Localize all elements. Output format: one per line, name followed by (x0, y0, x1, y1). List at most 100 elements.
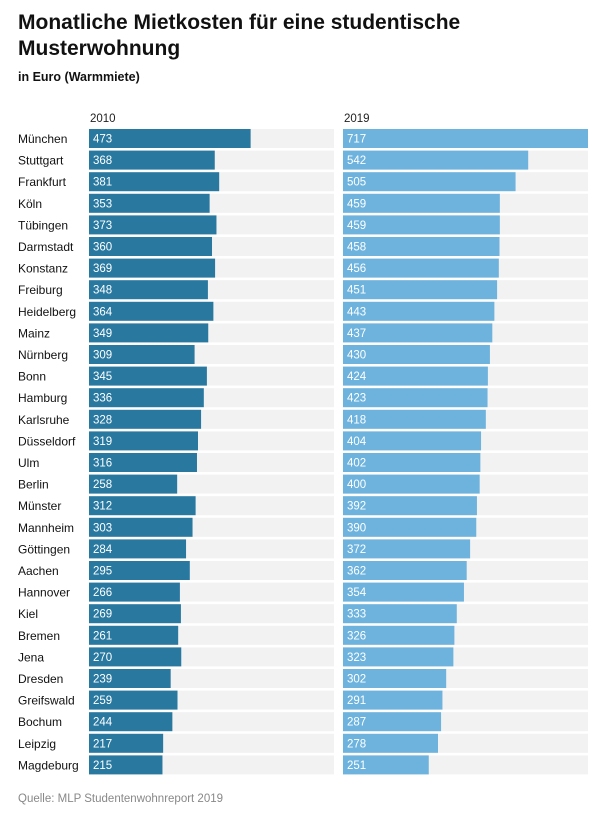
data-label-2019: 505 (347, 177, 366, 189)
category-label: Ulm (18, 456, 39, 470)
bar-2010 (89, 712, 173, 732)
chart-subtitle: in Euro (Warmmiete) (18, 70, 140, 84)
data-label-2010: 295 (93, 566, 112, 578)
bar-2019 (343, 280, 498, 300)
category-label: Hamburg (18, 391, 67, 405)
category-label: Leipzig (18, 737, 56, 751)
data-label-2019: 390 (347, 522, 366, 534)
bar-2010 (89, 129, 251, 148)
bar-2019 (343, 150, 529, 170)
data-label-2019: 287 (347, 717, 366, 729)
bar-2010 (89, 215, 217, 235)
data-label-2010: 360 (93, 242, 112, 254)
data-label-2010: 239 (93, 674, 112, 686)
bar-2010 (89, 604, 181, 624)
bar-2010 (89, 582, 180, 602)
bar-2019 (343, 582, 464, 602)
bar-2019 (343, 366, 488, 386)
bar-2010 (89, 301, 214, 321)
bar-2019 (343, 323, 493, 343)
bar-2010 (89, 193, 210, 213)
data-label-2010: 215 (93, 760, 112, 772)
category-label: Karlsruhe (18, 413, 70, 427)
category-label: Greifswald (18, 694, 75, 708)
bar-2010 (89, 150, 215, 170)
data-label-2019: 302 (347, 674, 366, 686)
category-label: Kiel (18, 607, 38, 621)
bar-2019 (343, 301, 495, 321)
data-label-2019: 362 (347, 566, 366, 578)
bar-2010 (89, 323, 209, 343)
series-header-2010: 2010 (90, 113, 116, 125)
data-label-2019: 326 (347, 630, 366, 642)
category-label: Göttingen (18, 542, 70, 556)
data-label-2019: 278 (347, 738, 366, 750)
bar-2019 (343, 604, 457, 624)
category-label: Darmstadt (18, 240, 74, 254)
data-label-2010: 369 (93, 263, 112, 275)
category-label: Heidelberg (18, 305, 76, 319)
category-label: Berlin (18, 478, 49, 492)
data-label-2019: 402 (347, 458, 366, 470)
bar-2010 (89, 172, 220, 192)
bar-2019 (343, 453, 481, 472)
data-label-2010: 258 (93, 479, 112, 491)
bar-2019 (343, 690, 443, 710)
category-label: Dresden (18, 672, 63, 686)
bar-2019 (343, 625, 455, 645)
bar-2019 (343, 755, 429, 775)
bar-2019 (343, 733, 438, 753)
bar-2019 (343, 539, 471, 559)
data-label-2019: 424 (347, 371, 367, 383)
category-label: Hannover (18, 586, 70, 600)
bar-2019 (343, 561, 467, 580)
bar-2010 (89, 237, 213, 256)
data-label-2019: 372 (347, 544, 366, 556)
bar-2019 (343, 172, 516, 192)
bar-2010 (89, 474, 178, 494)
data-label-2019: 437 (347, 328, 366, 340)
category-label: Konstanz (18, 262, 68, 276)
data-label-2019: 423 (347, 393, 366, 405)
bar-2019 (343, 388, 488, 408)
source-note: Quelle: MLP Studentenwohnreport 2019 (18, 793, 224, 805)
data-label-2010: 244 (93, 717, 113, 729)
bar-2019 (343, 647, 454, 667)
data-label-2010: 345 (93, 371, 112, 383)
category-label: Jena (18, 650, 44, 664)
data-label-2010: 328 (93, 414, 112, 426)
data-label-2010: 270 (93, 652, 112, 664)
data-label-2010: 373 (93, 220, 112, 232)
bar-2010 (89, 453, 197, 472)
category-label: Bonn (18, 370, 46, 384)
bar-2010 (89, 345, 195, 364)
bar-2019 (343, 712, 442, 732)
data-label-2010: 368 (93, 155, 112, 167)
data-label-2010: 312 (93, 501, 112, 513)
bar-2010 (89, 561, 190, 580)
data-label-2010: 319 (93, 436, 112, 448)
chart-title: Monatliche Mietkosten für eine studentis… (18, 11, 461, 60)
data-label-2019: 392 (347, 501, 366, 513)
data-label-2019: 456 (347, 263, 366, 275)
category-label: Münster (18, 499, 61, 513)
bar-2019 (343, 258, 499, 278)
bar-2010 (89, 647, 182, 667)
data-label-2019: 400 (347, 479, 366, 491)
data-label-2019: 430 (347, 350, 366, 362)
bar-2010 (89, 388, 204, 408)
bar-2019 (343, 409, 486, 429)
category-label: Tübingen (18, 218, 68, 232)
data-label-2019: 418 (347, 414, 366, 426)
data-label-2010: 266 (93, 587, 112, 599)
data-label-2019: 717 (347, 134, 366, 146)
data-label-2010: 259 (93, 695, 112, 707)
data-label-2010: 284 (93, 544, 113, 556)
bar-2010 (89, 539, 187, 559)
bar-2010 (89, 258, 216, 278)
series-header-2019: 2019 (344, 113, 370, 125)
data-label-2019: 251 (347, 760, 366, 772)
category-label: Nürnberg (18, 348, 68, 362)
data-label-2010: 309 (93, 350, 112, 362)
